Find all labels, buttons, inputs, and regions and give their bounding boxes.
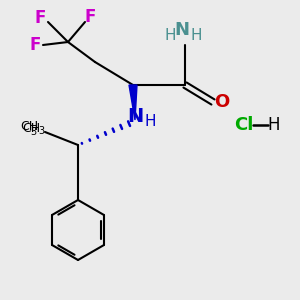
- Text: N: N: [175, 21, 190, 39]
- Text: CH: CH: [22, 122, 40, 134]
- Text: CH: CH: [20, 121, 38, 134]
- Text: H: H: [164, 28, 176, 43]
- Text: N: N: [127, 107, 143, 127]
- Text: F: F: [84, 8, 96, 26]
- Text: 3: 3: [38, 126, 44, 136]
- Text: H: H: [190, 28, 202, 43]
- Text: Cl: Cl: [234, 116, 254, 134]
- Text: O: O: [214, 93, 230, 111]
- Text: F: F: [29, 36, 41, 54]
- Text: 3: 3: [30, 127, 36, 137]
- Text: H: H: [268, 116, 280, 134]
- Text: F: F: [34, 9, 46, 27]
- Text: H: H: [144, 115, 156, 130]
- Polygon shape: [129, 85, 137, 120]
